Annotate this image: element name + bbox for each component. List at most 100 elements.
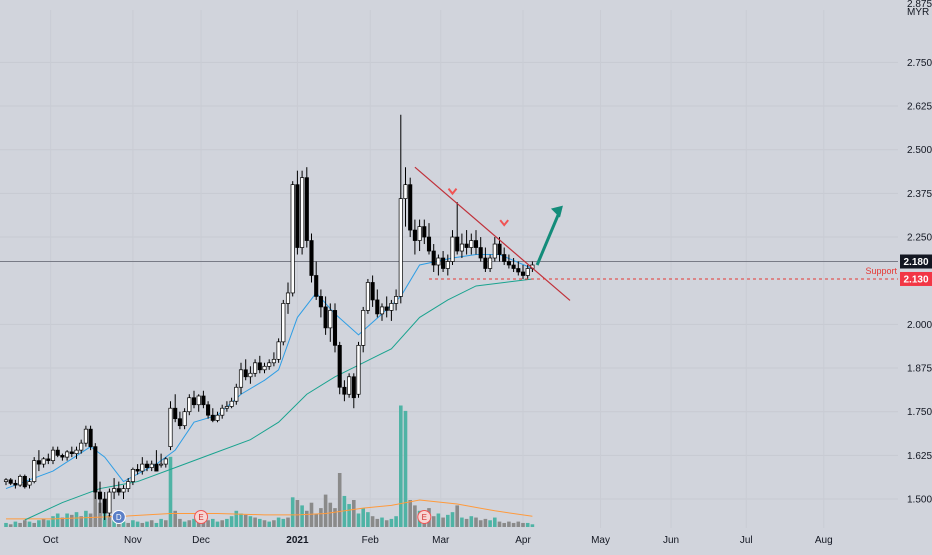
candle[interactable] [431,244,436,272]
candle[interactable] [483,247,488,272]
candle[interactable] [478,237,483,262]
candle[interactable] [238,362,244,395]
candle[interactable] [55,446,60,458]
candle[interactable] [389,299,394,321]
candle[interactable] [135,464,140,475]
candle[interactable] [375,289,380,318]
candle[interactable] [229,397,234,409]
candle[interactable] [304,167,309,248]
candle[interactable] [332,303,338,353]
candle[interactable] [220,404,225,419]
candle[interactable] [173,394,178,423]
candle[interactable] [370,275,375,307]
candle[interactable] [295,170,300,255]
candle[interactable] [337,341,342,395]
candle[interactable] [60,453,65,461]
candle[interactable] [149,460,154,472]
candle[interactable] [464,230,469,255]
candle[interactable] [196,394,201,412]
candle[interactable] [50,446,56,465]
candle[interactable] [210,408,215,423]
candle[interactable] [347,373,352,398]
candle[interactable] [267,359,272,370]
candle[interactable] [422,219,427,245]
candle[interactable] [445,254,450,276]
candle[interactable] [502,247,507,265]
candle[interactable] [450,230,455,265]
candle[interactable] [74,446,79,459]
candle[interactable] [69,446,74,458]
candle[interactable] [112,478,117,500]
breakout-arrow[interactable] [535,210,562,266]
candle[interactable] [394,289,399,311]
candle[interactable] [285,282,291,314]
candle[interactable] [281,299,286,346]
candles[interactable] [3,114,535,520]
candle[interactable] [506,254,511,269]
earnings-marker-2[interactable]: E [417,510,432,524]
candle[interactable] [351,373,356,409]
candle[interactable] [441,251,446,272]
candle[interactable] [323,296,328,335]
drawings[interactable] [414,166,898,301]
candle[interactable] [426,223,432,255]
candle[interactable] [290,181,295,297]
candle[interactable] [492,237,497,262]
candle[interactable] [36,450,41,472]
dividend-marker[interactable]: D [111,510,126,524]
candle[interactable] [511,258,516,272]
candle[interactable] [314,261,319,300]
candle[interactable] [191,390,197,409]
candle[interactable] [300,170,305,255]
candle[interactable] [22,474,27,489]
candle[interactable] [159,453,164,468]
candle[interactable] [525,265,530,279]
candle[interactable] [13,479,18,489]
candle[interactable] [224,401,229,412]
candle[interactable] [403,167,408,227]
candle[interactable] [102,492,107,520]
candle[interactable] [243,359,248,381]
candle[interactable] [248,366,253,384]
candle[interactable] [177,411,182,430]
earnings-marker-1[interactable]: E [194,510,209,524]
candle[interactable] [79,439,84,454]
candle[interactable] [328,303,333,342]
candle[interactable] [126,478,131,493]
candle[interactable] [8,478,13,486]
candle[interactable] [41,457,46,468]
candle[interactable] [262,362,267,374]
candle[interactable] [497,237,502,262]
candle[interactable] [144,460,150,472]
candle[interactable] [93,443,98,500]
candle[interactable] [121,485,126,500]
time-axis[interactable]: Oct Nov Dec 2021 Feb Mar Apr May Jun Jul Aug [43,535,833,546]
candle[interactable] [18,474,23,487]
candle[interactable] [215,411,220,423]
candle[interactable] [398,114,403,304]
candle[interactable] [379,303,385,321]
candle[interactable] [163,457,168,468]
candle[interactable] [187,394,192,416]
candle[interactable] [361,306,366,353]
candle[interactable] [365,278,370,314]
candle[interactable] [469,233,474,255]
candle[interactable] [318,289,323,318]
candle[interactable] [276,338,281,363]
candle[interactable] [27,478,32,489]
candle[interactable] [32,457,37,484]
candle[interactable] [309,233,314,283]
candle[interactable] [130,467,135,486]
candle[interactable] [168,401,173,451]
candle[interactable] [116,481,121,496]
candle[interactable] [520,265,526,279]
candle[interactable] [271,352,276,367]
candle[interactable] [488,254,493,272]
candle[interactable] [408,177,413,238]
candle[interactable] [257,355,262,374]
candle[interactable] [3,478,9,486]
candle[interactable] [140,457,145,475]
candle[interactable] [201,390,206,409]
